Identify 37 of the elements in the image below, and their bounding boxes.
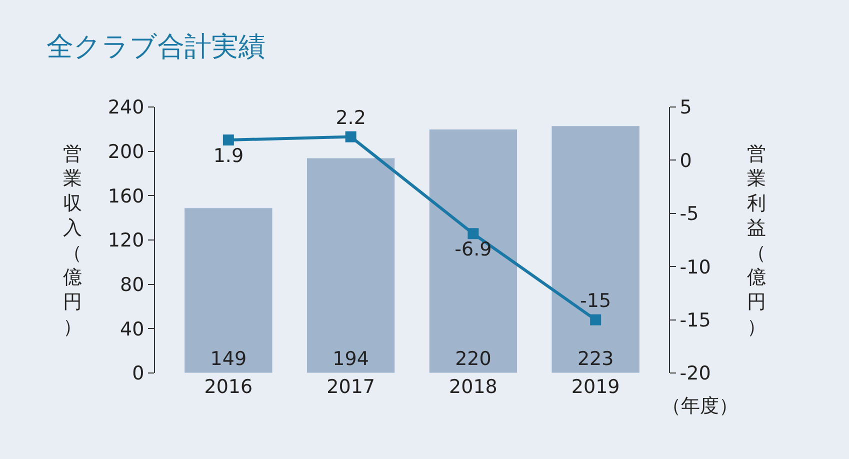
point [590,314,602,326]
data-label: 2.2 [336,107,366,130]
y-tick-label: 80 [120,274,144,296]
y-tick-label: 0 [132,362,144,385]
point [345,131,356,142]
y2-axis-title: 営業利益（億円） [747,143,766,338]
y2-tick-label: -5 [680,203,699,226]
chart-title: 全クラブ合計実績 [46,31,266,62]
bar [184,208,273,373]
y-tick-label: 160 [108,185,144,208]
data-label: -15 [580,290,612,312]
y2-tick-label: -10 [680,256,711,278]
x-tick-label: 2017 [326,376,375,398]
x-axis-title: （年度） [662,395,738,417]
y-tick-label: 200 [108,140,144,163]
data-label: 149 [210,348,247,370]
x-tick-label: 2016 [204,376,253,398]
y-axis-title: 営業収入（億円） [63,143,82,338]
y-tick-label: 240 [108,96,144,119]
bar [428,128,518,373]
x-tick-label: 2019 [571,376,620,398]
point [222,134,234,146]
y-tick-label: 40 [120,318,144,340]
data-label: 220 [455,348,492,370]
data-label: -6.9 [454,238,492,261]
bar [551,126,640,373]
y2-tick-label: -20 [680,362,711,385]
bar [306,158,396,373]
point [468,228,479,240]
y2-tick-label: 5 [680,96,692,119]
y2-tick-label: 0 [680,150,692,172]
data-label: 194 [332,348,369,370]
y2-tick-label: -15 [680,309,711,332]
data-label: 1.9 [213,145,244,168]
data-label: 223 [577,348,614,370]
y-tick-label: 120 [108,230,144,252]
x-tick-label: 2018 [449,376,498,398]
